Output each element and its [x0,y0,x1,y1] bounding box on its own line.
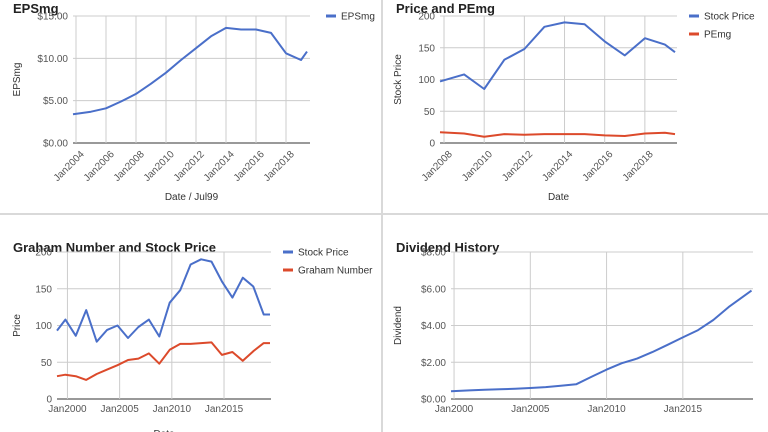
x-tick-label: Jan2004 [52,149,87,184]
x-tick-label: Jan2018 [621,149,656,184]
x-tick-label: Jan2014 [540,149,575,184]
legend-label: Stock Price [298,248,349,259]
y-tick-label: 0 [429,139,435,150]
y-axis-label: Stock Price [393,54,404,105]
y-axis-label: EPSmg [12,63,23,97]
x-tick-label: Jan2008 [420,149,455,184]
x-tick-label: Jan2016 [232,149,267,184]
graham-number-chart-panel: Graham Number and Stock Price 0 50 100 150 20… [0,215,381,432]
y-tick-label: 100 [418,75,435,86]
series-line-1 [450,289,753,393]
x-axis-label: Date / Jul99 [165,192,219,203]
x-tick-label: Jan2016 [581,149,616,184]
eps-chart: EPSmg$0.00$5.00$10.00$15.00Jan2004Jan200… [12,1,375,203]
y-tick-label: $0.00 [421,395,446,406]
x-axis-label: Date [153,429,175,432]
y-tick-label: $4.00 [421,321,446,332]
y-tick-label: 50 [424,107,436,118]
x-tick-label: Jan2015 [205,404,244,415]
chart-title: EPSmg [13,1,59,16]
y-tick-label: $2.00 [421,358,446,369]
y-tick-label: $8.00 [421,248,446,259]
dividend-history-chart-panel: Dividend History $0.00 $2.00 $4.00 $6.00 $8.0… [383,215,768,432]
series-line-2 [439,131,676,138]
x-tick-label: Jan2000 [48,404,87,415]
series-line-2 [56,341,270,381]
x-tick-label: Jan2015 [664,404,703,415]
y-tick-label: $10.00 [37,54,68,65]
x-tick-label: Jan2006 [82,149,117,184]
y-tick-label: 200 [35,248,52,259]
x-tick-label: Jan2012 [172,149,207,184]
y-tick-label: $0.00 [43,139,68,150]
x-tick-label: Jan2018 [262,149,297,184]
legend-label: PEmg [704,30,731,41]
x-tick-label: Jan2010 [587,404,626,415]
y-tick-label: $6.00 [421,284,446,295]
legend-label: Graham Number [298,266,373,277]
y-tick-label: 150 [35,284,52,295]
y-tick-label: 200 [418,12,435,23]
y-axis-label: Price [12,314,23,337]
chart-title: Price and PEmg [396,1,495,16]
y-tick-label: 150 [418,43,435,54]
x-tick-label: Jan2010 [153,404,192,415]
x-tick-label: Jan2010 [460,149,495,184]
x-tick-label: Jan2010 [142,149,177,184]
eps-chart-panel: EPSmg $0.00 $5.00 $10.00 $15.00 Jan2004 Jan200… [0,0,381,213]
series-line-1 [56,258,270,343]
price-pemg-chart: Price and PEmg 0 50 100 150 200 Jan2008 Jan2010… [393,1,755,203]
legend-label: EPSmg [341,12,375,23]
series-line-1 [439,21,676,90]
x-tick-label: Jan2005 [511,404,550,415]
graham-number-chart: Graham Number and Stock Price 0 50 100 150 20… [12,240,373,432]
y-axis-label: Dividend [393,306,404,345]
x-tick-label: Jan2008 [112,149,147,184]
x-tick-label: Jan2012 [500,149,535,184]
y-tick-label: 100 [35,321,52,332]
y-tick-label: 0 [46,395,52,406]
price-pemg-chart-panel: Price and PEmg 0 50 100 150 200 Jan2008 Jan2010… [383,0,768,213]
chart-title: Dividend History [396,240,500,255]
series-line-1 [72,26,308,116]
x-tick-label: Jan2000 [435,404,474,415]
y-tick-label: $15.00 [37,12,68,23]
x-axis-label: Date [548,192,570,203]
y-tick-label: 50 [41,358,53,369]
chart-title: Graham Number and Stock Price [13,240,216,255]
y-tick-label: $5.00 [43,96,68,107]
dividend-history-chart: Dividend History $0.00 $2.00 $4.00 $6.00 $8.0… [393,240,753,415]
x-tick-label: Jan2005 [100,404,139,415]
x-tick-label: Jan2014 [202,149,237,184]
legend-label: Stock Price [704,12,755,23]
